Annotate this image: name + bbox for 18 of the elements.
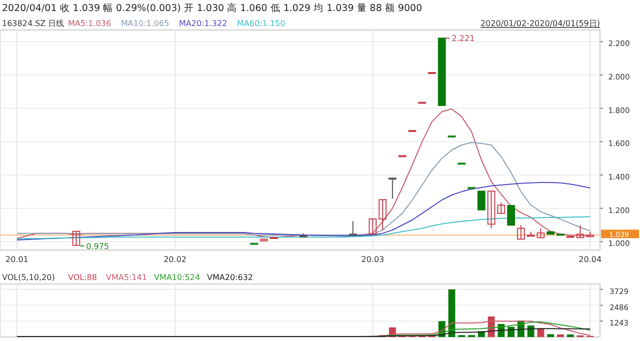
- text: 2020/01/02-2020/04/01(59日): [480, 19, 600, 28]
- text: VMA5:141: [106, 273, 147, 282]
- text: VMA10:524: [154, 273, 200, 282]
- chart-title: VOL(5,10,20): [2, 273, 55, 282]
- text: MA5:1.036: [68, 19, 112, 28]
- text: VMA20:632: [207, 273, 253, 282]
- x-tick-label: 20.02: [164, 255, 187, 264]
- chart-subtitle: 163824.SZ 日线: [2, 19, 64, 28]
- text: MA20:1.322: [179, 19, 228, 28]
- x-tick-label: 20.04: [578, 255, 602, 264]
- text: VOL:88: [68, 273, 97, 282]
- annotation: 2.221: [452, 34, 475, 44]
- x-tick-label: 20.03: [361, 255, 384, 264]
- text: MA60:1.150: [237, 19, 286, 28]
- annotation: 0.975: [86, 242, 110, 251]
- text: MA10:1.065: [121, 19, 170, 28]
- chart-title: 2020/04/01 收 1.039 幅 0.29%(0.003) 开 1.030 高 1.060 低 1.029 均 1.039 量 88 额 9000: [2, 2, 422, 14]
- x-tick-label: 20.01: [5, 255, 28, 264]
